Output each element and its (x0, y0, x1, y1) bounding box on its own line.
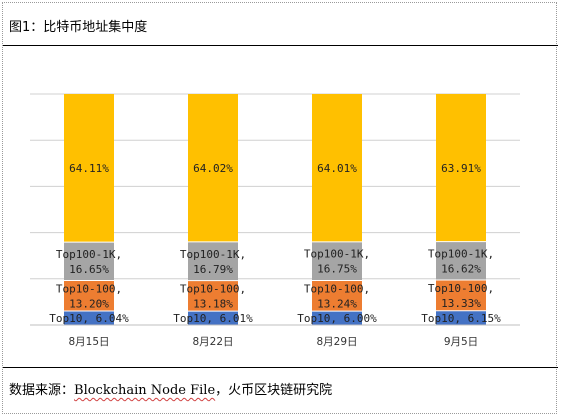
data-label: 16.79% (193, 263, 233, 276)
bar-segment-top10-100 (436, 280, 486, 311)
data-label: 64.11% (69, 162, 109, 175)
bar-segment-remainder (188, 94, 238, 242)
source-divider (3, 367, 558, 368)
title-row: 图1：比特币地址集中度 (3, 3, 558, 46)
bar-segment-top10 (312, 311, 362, 325)
figure-frame: 图1：比特币地址集中度 数据来源：Blockchain Node File，火币… (2, 2, 558, 414)
data-label: 13.20% (69, 297, 109, 310)
data-label: Top10, 6.00% (297, 312, 377, 325)
bar-segment-remainder (436, 93, 486, 242)
bar-segment-top100-1k (188, 241, 238, 281)
source-separator: ， (215, 383, 229, 398)
bar-segment-remainder (312, 94, 362, 242)
data-label: Top10-100, (56, 282, 122, 295)
title-divider (3, 45, 558, 46)
data-label: 64.02% (193, 162, 233, 175)
data-label: Top10-100, (180, 282, 246, 295)
data-label: Top10, 6.01% (173, 312, 253, 325)
data-label: Top100-1K, (180, 248, 246, 261)
bar-segment-top10-100 (64, 280, 114, 312)
bar-segment-top100-1k (312, 241, 362, 281)
bar-segment-top10 (64, 311, 114, 325)
x-tick-label: 8月29日 (316, 336, 357, 348)
figure-title: 图1：比特币地址集中度 (9, 20, 148, 35)
data-label: Top10, 6.15% (421, 312, 501, 325)
data-label: 64.01% (317, 162, 357, 175)
bar-segment-top10-100 (312, 280, 362, 312)
source-suffix: 火币区块链研究院 (228, 383, 333, 398)
data-label: Top100-1K, (56, 248, 122, 261)
data-label: Top10, 6.04% (49, 312, 129, 325)
bar-segment-top100-1k (436, 241, 486, 281)
bar-segment-top100-1k (64, 242, 114, 281)
bar-segment-top10 (436, 310, 486, 325)
source-prefix: 数据来源： (9, 383, 75, 398)
x-tick-label: 9月5日 (444, 336, 478, 348)
x-tick-label: 8月15日 (68, 336, 109, 348)
data-label: 13.24% (317, 297, 357, 310)
bar-segment-top10-100 (188, 280, 238, 312)
bar-segment-top10 (188, 311, 238, 325)
data-label: Top100-1K, (428, 247, 494, 260)
data-label: 16.75% (317, 263, 357, 276)
source-english: Blockchain Node File (74, 383, 216, 398)
data-label: 13.18% (193, 297, 233, 310)
data-label: Top100-1K, (304, 248, 370, 261)
data-label: Top10-100, (428, 282, 494, 295)
bar-segment-remainder (64, 94, 114, 243)
source-line: 数据来源：Blockchain Node File，火币区块链研究院 (9, 379, 332, 398)
data-label: Top10-100, (304, 282, 370, 295)
data-label: 13.33% (441, 297, 481, 310)
data-label: 63.91% (441, 162, 481, 175)
data-label: 16.62% (441, 262, 481, 275)
data-label: 16.65% (69, 263, 109, 276)
x-tick-label: 8月22日 (192, 336, 233, 348)
